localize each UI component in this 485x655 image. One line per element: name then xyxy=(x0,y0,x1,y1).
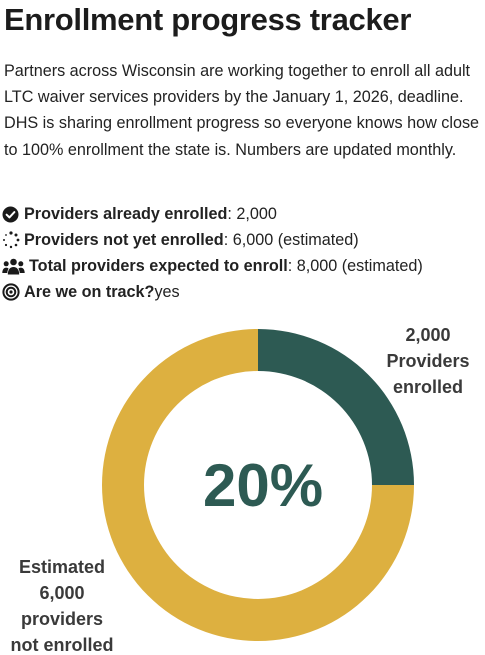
stat-value: : 2,000 xyxy=(227,204,277,223)
slice-label-line: Providers xyxy=(386,351,469,371)
slice-label-enrolled: 2,000 Providers enrolled xyxy=(386,325,469,397)
slice-label-line: enrolled xyxy=(393,377,463,397)
target-icon xyxy=(2,282,24,302)
people-group-icon xyxy=(2,256,29,276)
page-title: Enrollment progress tracker xyxy=(4,2,412,37)
stat-row-total: Total providers expected to enroll : 8,0… xyxy=(0,253,485,279)
stat-label: Total providers expected to enroll xyxy=(29,256,288,275)
slice-label-line: not enrolled xyxy=(11,635,114,655)
intro-paragraph: Partners across Wisconsin are working to… xyxy=(4,62,480,159)
stat-value: : 8,000 (estimated) xyxy=(287,256,423,275)
slice-label-line: 6,000 xyxy=(39,583,84,603)
dotted-circle-icon xyxy=(2,230,24,250)
enrollment-donut-chart: 2,000 Providers enrolled Estimated 6,000 prov… xyxy=(0,318,485,655)
stat-label: Providers already enrolled xyxy=(24,204,228,223)
slice-label-not-enrolled: Estimated 6,000 providers not enrolled xyxy=(11,557,114,655)
stat-row-on-track: Are we on track? yes xyxy=(0,279,485,305)
center-percent-label: 20% xyxy=(203,452,323,519)
stat-row-not-enrolled: Providers not yet enrolled : 6,000 (esti… xyxy=(0,227,485,253)
slice-label-line: 2,000 xyxy=(405,325,450,345)
stat-label: Providers not yet enrolled xyxy=(24,230,224,249)
stat-label: Are we on track? xyxy=(24,282,155,301)
slice-enrolled xyxy=(258,329,414,485)
stat-row-enrolled: Providers already enrolled : 2,000 xyxy=(0,201,485,227)
stat-value: : 6,000 (estimated) xyxy=(223,230,359,249)
slice-label-line: Estimated xyxy=(19,557,105,577)
stats-list: Providers already enrolled : 2,000 Provi… xyxy=(0,201,485,305)
stat-value: yes xyxy=(154,282,180,301)
donut-chart-svg: 2,000 Providers enrolled Estimated 6,000 prov… xyxy=(11,325,470,655)
slice-label-line: providers xyxy=(21,609,103,629)
check-circle-icon xyxy=(2,204,24,224)
